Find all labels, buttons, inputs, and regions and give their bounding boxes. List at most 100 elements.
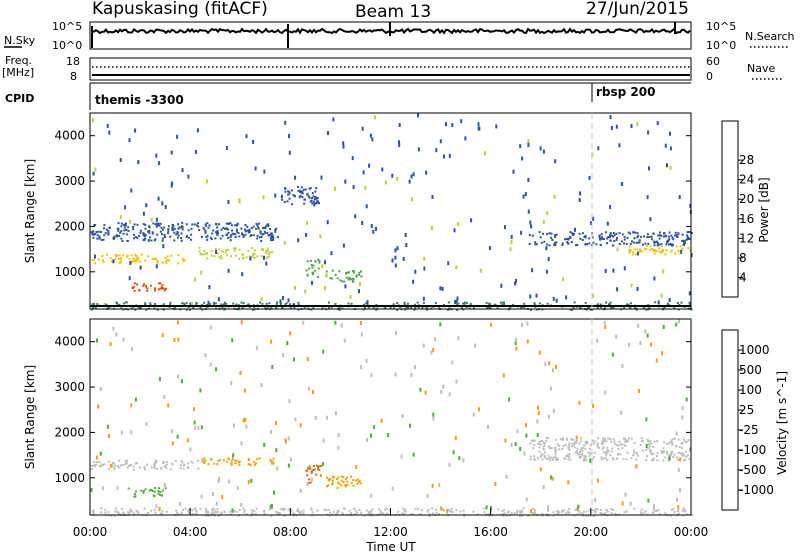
data-cell — [541, 514, 544, 517]
data-cell — [405, 306, 408, 309]
data-cell — [238, 199, 241, 204]
data-cell — [594, 440, 597, 443]
data-cell — [439, 286, 442, 291]
data-cell — [115, 301, 118, 304]
data-cell — [582, 514, 585, 517]
data-cell — [665, 442, 668, 445]
data-cell — [520, 230, 523, 235]
data-cell — [276, 513, 279, 516]
data-cell — [596, 338, 599, 343]
data-cell — [227, 248, 229, 251]
data-cell — [618, 440, 621, 443]
colorbar-tick-label: 28 — [739, 153, 754, 167]
data-cell — [268, 255, 271, 258]
data-cell — [128, 257, 131, 260]
data-cell — [527, 139, 530, 144]
data-cell — [106, 424, 109, 429]
data-cell — [373, 115, 376, 120]
data-cell — [161, 284, 164, 287]
data-cell — [529, 220, 532, 225]
data-cell — [349, 278, 352, 281]
data-cell — [389, 306, 392, 309]
data-cell — [561, 437, 564, 440]
data-cell — [233, 249, 236, 252]
data-cell — [112, 462, 115, 464]
data-cell — [588, 176, 591, 180]
data-cell — [118, 512, 121, 515]
data-cell — [567, 458, 570, 461]
data-cell — [568, 453, 571, 456]
data-cell — [679, 245, 682, 248]
data-cell — [348, 276, 351, 279]
data-cell — [340, 323, 343, 328]
data-cell — [384, 306, 387, 309]
data-cell — [217, 231, 220, 234]
data-cell — [122, 337, 125, 342]
data-cell — [297, 190, 300, 192]
data-cell — [562, 444, 565, 447]
data-cell — [401, 414, 404, 418]
data-cell — [139, 265, 142, 270]
data-cell — [177, 234, 180, 237]
data-cell — [568, 508, 571, 511]
data-cell — [635, 241, 638, 244]
freq-tick-top: 18 — [66, 55, 80, 68]
data-cell — [303, 202, 306, 205]
data-cell — [175, 509, 178, 512]
data-cell — [92, 236, 95, 239]
data-cell — [312, 195, 315, 198]
data-cell — [230, 381, 233, 386]
data-cell — [163, 394, 166, 399]
data-cell — [546, 457, 549, 460]
data-cell — [187, 462, 190, 465]
data-cell — [132, 257, 135, 260]
data-cell — [162, 303, 165, 306]
data-cell — [343, 338, 346, 343]
data-cell — [420, 509, 423, 511]
data-cell — [149, 284, 152, 287]
data-cell — [216, 463, 219, 466]
data-cell — [114, 257, 117, 260]
data-cell — [671, 451, 674, 454]
data-cell — [649, 245, 652, 248]
data-cell — [391, 173, 394, 178]
data-cell — [225, 233, 228, 236]
data-cell — [677, 458, 680, 461]
data-cell — [633, 441, 636, 444]
data-cell — [122, 463, 125, 466]
data-cell — [96, 338, 98, 343]
data-cell — [640, 437, 643, 439]
data-cell — [584, 243, 587, 246]
data-cell — [604, 390, 607, 395]
data-cell — [527, 142, 530, 147]
data-cell — [332, 475, 335, 478]
data-cell — [318, 259, 321, 262]
data-cell — [167, 403, 170, 408]
data-cell — [619, 443, 622, 446]
data-cell — [358, 509, 361, 511]
data-cell — [565, 437, 568, 440]
data-cell — [279, 299, 282, 304]
data-cell — [106, 124, 109, 128]
data-cell — [270, 232, 273, 235]
data-cell — [578, 306, 581, 309]
data-cell — [231, 338, 234, 343]
data-cell — [188, 308, 191, 311]
data-cell — [235, 459, 238, 462]
data-cell — [252, 139, 255, 144]
data-cell — [119, 464, 122, 467]
y-tick-label: 3000 — [54, 380, 85, 394]
data-cell — [623, 242, 625, 245]
data-cell — [257, 226, 260, 229]
data-cell — [125, 462, 128, 465]
data-cell — [158, 507, 161, 511]
data-cell — [447, 508, 450, 511]
data-cell — [618, 243, 621, 245]
data-cell — [327, 301, 330, 304]
data-cell — [591, 236, 594, 239]
data-cell — [284, 303, 287, 306]
data-cell — [503, 512, 506, 515]
data-cell — [453, 228, 456, 233]
data-cell — [125, 459, 128, 462]
data-cell — [187, 467, 190, 470]
